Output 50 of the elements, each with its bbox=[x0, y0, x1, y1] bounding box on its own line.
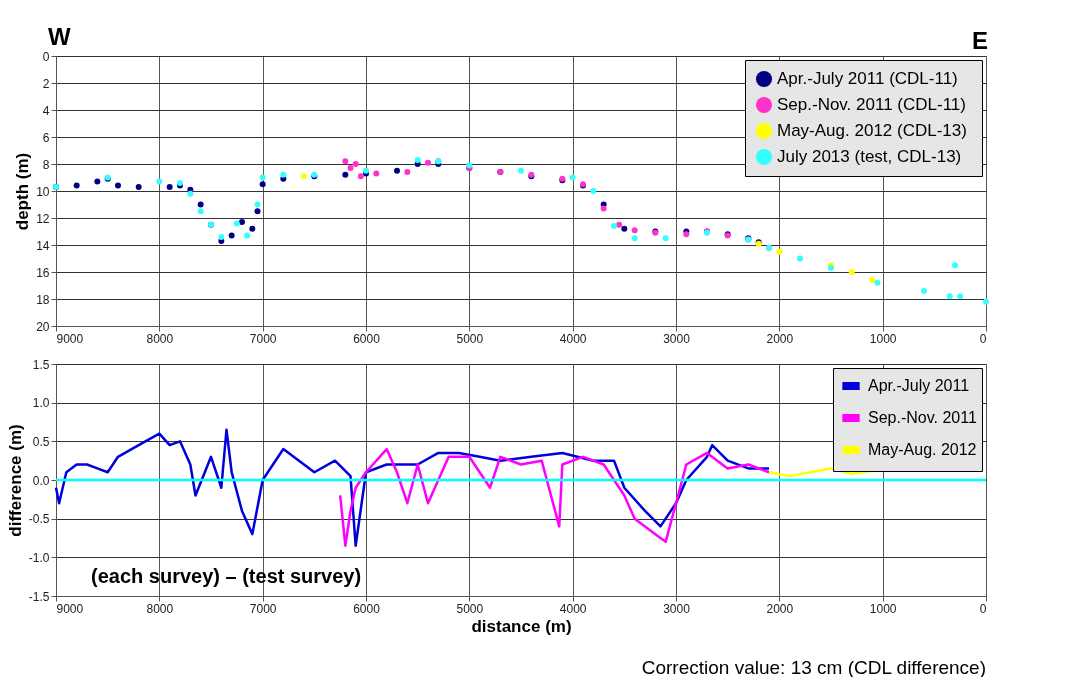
y-axis-title: difference (m) bbox=[5, 424, 25, 537]
x-tick-label: 6000 bbox=[353, 331, 381, 346]
x-axis-title: distance (m) bbox=[471, 616, 572, 636]
y-tick-label: 8 bbox=[42, 157, 50, 172]
x-tick-label: 1000 bbox=[869, 331, 897, 346]
y-tick-label: -1.5 bbox=[28, 589, 50, 604]
x-tick-label: 0 bbox=[979, 601, 987, 616]
y-tick-label: 2 bbox=[42, 76, 50, 91]
legend-label: May-Aug. 2012 (CDL-13) bbox=[777, 121, 967, 140]
x-tick-label: 1000 bbox=[869, 601, 897, 616]
y-tick-label: 10 bbox=[36, 184, 50, 199]
y-tick-label: 0 bbox=[42, 49, 50, 64]
y-tick-label: 1.0 bbox=[32, 396, 50, 411]
y-tick-label: 1.5 bbox=[32, 357, 50, 372]
x-tick-label: 8000 bbox=[146, 601, 174, 616]
legend-label: Apr.-July 2011 (CDL-11) bbox=[777, 69, 958, 88]
y-tick-label: 18 bbox=[36, 292, 50, 307]
x-tick-label: 6000 bbox=[353, 601, 381, 616]
x-tick-label: 2000 bbox=[766, 331, 794, 346]
x-tick-label: 3000 bbox=[663, 331, 691, 346]
x-tick-label: 2000 bbox=[766, 601, 794, 616]
legend-label: Sep.-Nov. 2011 bbox=[868, 409, 977, 426]
x-tick-label: 9000 bbox=[56, 601, 84, 616]
x-tick-label: 3000 bbox=[663, 601, 691, 616]
text: E bbox=[971, 27, 988, 54]
y-tick-label: 14 bbox=[36, 238, 50, 253]
x-tick-label: 5000 bbox=[456, 331, 484, 346]
x-tick-label: 7000 bbox=[249, 601, 277, 616]
x-tick-label: 4000 bbox=[559, 601, 587, 616]
y-tick-label: 0.5 bbox=[32, 434, 50, 449]
y-tick-label: -1.0 bbox=[28, 550, 50, 565]
y-axis-title: depth (m) bbox=[13, 152, 33, 231]
legend-label: Apr.-July 2011 bbox=[868, 377, 970, 394]
x-tick-label: 4000 bbox=[559, 331, 587, 346]
y-tick-label: -0.5 bbox=[28, 512, 50, 527]
y-tick-label: 16 bbox=[36, 265, 50, 280]
y-tick-label: 0.0 bbox=[32, 473, 50, 488]
legend-label: Sep.-Nov. 2011 (CDL-11) bbox=[777, 95, 966, 114]
y-tick-label: 6 bbox=[42, 130, 50, 145]
x-tick-label: 0 bbox=[979, 331, 987, 346]
y-tick-label: 20 bbox=[36, 319, 50, 334]
x-tick-label: 5000 bbox=[456, 601, 484, 616]
legend-label: July 2013 (test, CDL-13) bbox=[777, 147, 962, 166]
text: W bbox=[48, 23, 71, 50]
y-tick-label: 12 bbox=[36, 211, 50, 226]
y-tick-label: 4 bbox=[42, 103, 50, 118]
x-tick-label: 7000 bbox=[249, 331, 277, 346]
x-tick-label: 9000 bbox=[56, 331, 84, 346]
x-tick-label: 8000 bbox=[146, 331, 174, 346]
legend-label: May-Aug. 2012 bbox=[868, 441, 977, 458]
